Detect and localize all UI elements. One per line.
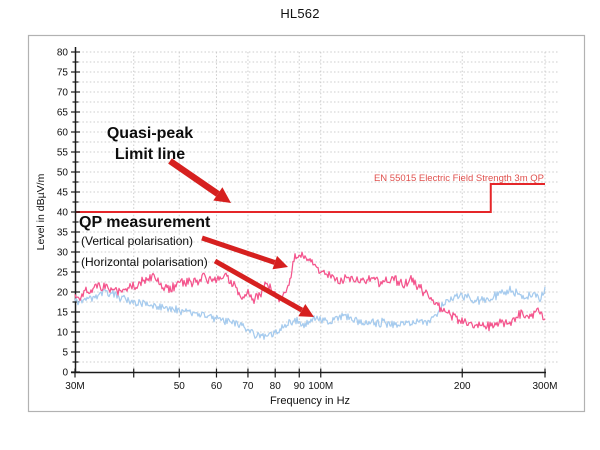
- y-tick-label: 30: [57, 248, 69, 259]
- gridlines: [75, 51, 558, 372]
- vertical-trace-arrow-shaft: [201, 235, 276, 265]
- qp-measurement-label: QP measurement: [79, 214, 211, 231]
- axes: [71, 47, 546, 378]
- horizontal-trace-arrow-shaft: [213, 258, 304, 313]
- limit-line: [75, 183, 545, 213]
- y-tick-label: 5: [62, 348, 68, 359]
- y-tick-label: 50: [57, 168, 69, 179]
- limit-line-arrow-shaft: [168, 158, 220, 197]
- y-tick-label: 40: [57, 208, 69, 219]
- y-tick-label: 25: [57, 268, 69, 279]
- trace-vertical-polarisation: [74, 251, 546, 332]
- x-tick-label: 200: [454, 381, 471, 392]
- y-tick-label: 15: [57, 308, 69, 319]
- y-tick-label: 60: [57, 128, 69, 139]
- horizontal-trace-arrow-head-icon: [298, 304, 314, 317]
- y-tick-label: 80: [57, 48, 69, 59]
- quasi-peak-callout-line2: Limit line: [115, 146, 185, 163]
- y-tick-label: 65: [57, 108, 69, 119]
- x-tick-label: 300M: [532, 381, 557, 392]
- x-axis-title: Frequency in Hz: [270, 395, 350, 407]
- chart-frame: [27, 34, 586, 413]
- x-tick-label: 100M: [308, 381, 333, 392]
- y-tick-label: 35: [57, 228, 69, 239]
- x-tick-label: 80: [270, 381, 282, 392]
- y-tick-label: 70: [57, 88, 69, 99]
- y-tick-label: 55: [57, 148, 69, 159]
- quasi-peak-callout-line1: Quasi-peak: [107, 125, 193, 142]
- y-axis-title: Level in dBµV/m: [35, 173, 47, 250]
- horizontal-polarisation-label: (Horizontal polarisation): [81, 255, 208, 269]
- y-tick-labels: 0 5 10 15 20 25 30 35 40 45 50 55 60 65 70 75 80: [57, 48, 69, 379]
- x-tick-label: 70: [242, 381, 254, 392]
- x-tick-label: 50: [174, 381, 186, 392]
- y-tick-label: 0: [62, 368, 68, 379]
- limit-line-arrow-head-icon: [213, 187, 231, 203]
- page-title: HL562: [280, 6, 320, 21]
- vertical-trace-arrow-head-icon: [272, 255, 288, 270]
- y-tick-label: 20: [57, 288, 69, 299]
- x-tick-label: 60: [211, 381, 223, 392]
- x-tick-label: 30M: [65, 381, 84, 392]
- x-tick-label: 90: [294, 381, 306, 392]
- limit-line-label: EN 55015 Electric Field Strength 3m QP: [374, 173, 544, 184]
- trace-horizontal-polarisation: [74, 285, 546, 340]
- x-tick-labels: 30M 50 60 70 80 90 100M 200 300M: [65, 381, 557, 392]
- vertical-polarisation-label: (Vertical polarisation): [81, 234, 193, 248]
- y-tick-label: 10: [57, 328, 69, 339]
- y-tick-label: 75: [57, 68, 69, 79]
- y-tick-label: 45: [57, 188, 69, 199]
